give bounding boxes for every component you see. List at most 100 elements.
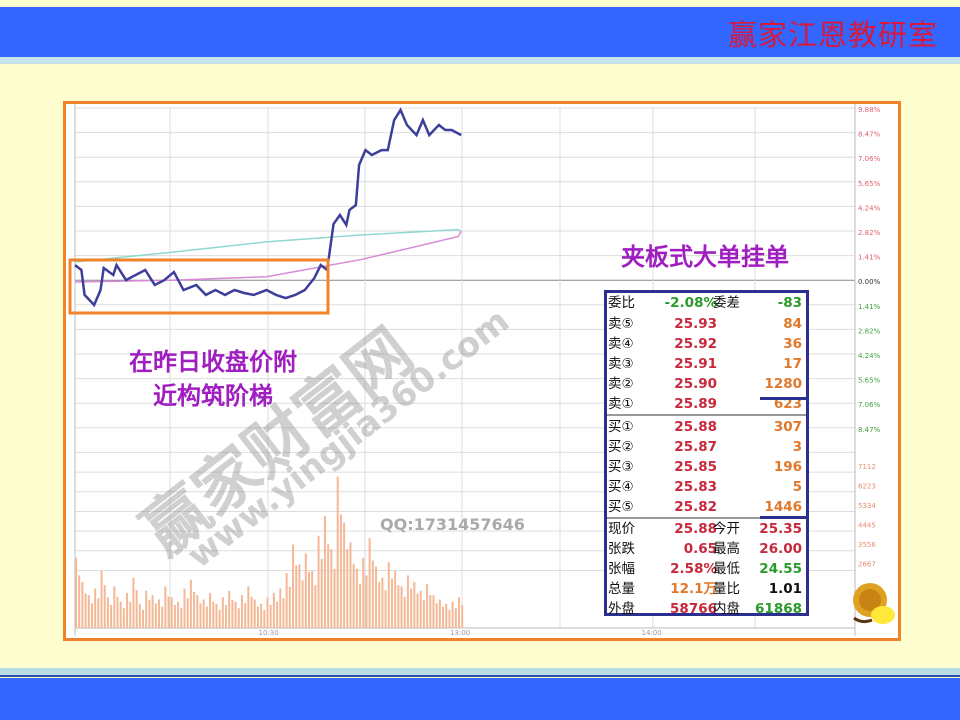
pct-tick-label: 5.65% — [858, 180, 881, 188]
volume-bar — [375, 566, 378, 628]
volume-bar — [406, 575, 409, 628]
pct-tick-label: 8.47% — [858, 131, 881, 139]
ask-row: 卖③ 25.91 17 — [607, 354, 806, 374]
pct-tick-label: 9.88% — [858, 106, 881, 114]
pct-tick-label: 2.82% — [858, 229, 881, 237]
volume-bar — [266, 597, 269, 628]
stat-label: 张幅 — [608, 561, 635, 577]
annotation-right: 夹板式大单挂单 — [621, 243, 789, 271]
footer-bar — [0, 678, 960, 720]
price-line — [74, 107, 462, 308]
time-tick-label: 13:00 — [450, 629, 470, 637]
volume-bar — [304, 553, 307, 628]
annotation-left-line2: 近构筑阶梯 — [153, 382, 273, 410]
bid-volume: 1446 — [764, 499, 802, 515]
volume-bar — [298, 564, 301, 628]
volume-bar — [435, 603, 438, 628]
volume-bar — [352, 563, 355, 628]
volume-bar — [295, 565, 298, 628]
volume-bar — [221, 597, 224, 628]
header-bar — [0, 7, 960, 57]
volume-bar — [387, 562, 390, 628]
volume-bar — [279, 588, 282, 628]
volume-bar — [250, 596, 253, 628]
bid-volume: 5 — [792, 479, 802, 495]
volume-bar — [173, 604, 176, 628]
volume-bar — [145, 590, 148, 628]
avg-line-magenta — [74, 231, 462, 283]
header-divider — [0, 57, 960, 64]
volume-bar — [394, 570, 397, 628]
volume-bar — [333, 568, 336, 628]
divider — [607, 517, 806, 519]
highlight-mark-bid — [760, 516, 808, 519]
volume-bar — [263, 609, 266, 628]
volume-bar — [256, 606, 259, 628]
volume-bar — [400, 586, 403, 628]
volume-bar — [349, 542, 352, 628]
volume-bar — [119, 601, 122, 628]
volume-bar — [276, 601, 279, 628]
ask-label: 卖② — [608, 376, 634, 392]
volume-bar — [122, 608, 125, 628]
pct-tick-label: 7.06% — [858, 401, 881, 409]
volume-bar — [343, 522, 346, 628]
volume-tick-label: 5334 — [858, 502, 876, 510]
volume-tick-label: 3556 — [858, 541, 876, 549]
volume-bar — [448, 609, 451, 628]
volume-bar — [87, 595, 90, 628]
ask-row: 卖⑤ 25.93 84 — [607, 314, 806, 334]
volume-bar — [432, 595, 435, 628]
pct-tick-label: 4.24% — [858, 352, 881, 360]
volume-bar — [75, 557, 77, 628]
ask-price: 25.89 — [674, 396, 717, 412]
stat-value2: 25.35 — [759, 521, 802, 537]
bid-label: 买⑤ — [608, 499, 634, 515]
stat-row: 总量 12.1万 量比 1.01 — [607, 579, 806, 599]
pct-tick-label: 7.06% — [858, 155, 881, 163]
stat-label2: 今开 — [713, 521, 740, 537]
order-book-panel: 委比 -2.08% 委差 -83 卖⑤ 25.93 84 卖④ 25.92 36 卖③ 25.91 17… — [604, 290, 809, 617]
ask-row: 卖④ 25.92 36 — [607, 334, 806, 354]
volume-bar — [161, 606, 164, 628]
volume-bar — [346, 549, 349, 628]
volume-bar — [103, 585, 106, 628]
volume-bar — [189, 579, 192, 628]
volume-bar — [413, 581, 416, 628]
volume-bar — [180, 608, 183, 628]
pct-tick-label: 8.47% — [858, 426, 881, 434]
stat-value2: 61868 — [755, 601, 802, 617]
volume-bar — [292, 544, 295, 628]
volume-bar — [78, 575, 81, 628]
label: 委比 — [608, 295, 635, 311]
annotation-left: 在昨日收盘价附 近构筑阶梯 — [88, 345, 338, 413]
volume-bar — [327, 544, 330, 628]
volume-bar — [320, 558, 323, 628]
label2: 委差 — [713, 295, 740, 311]
ask-row: 卖② 25.90 1280 — [607, 374, 806, 394]
stat-value: 58766 — [670, 601, 717, 617]
stat-label: 外盘 — [608, 601, 635, 617]
volume-bar — [231, 600, 234, 628]
ask-label: 卖③ — [608, 356, 634, 372]
bid-volume: 3 — [792, 439, 802, 455]
avg-line-cyan — [74, 228, 462, 263]
volume-bar — [308, 572, 310, 628]
ask-price: 25.93 — [674, 316, 717, 332]
volume-bar — [84, 593, 87, 628]
bid-price: 25.87 — [674, 439, 717, 455]
stat-label: 张跌 — [608, 541, 635, 557]
volume-bar — [113, 586, 116, 628]
bid-row: 买③ 25.85 196 — [607, 457, 806, 477]
pct-tick-label: 2.82% — [858, 327, 881, 335]
value2: -83 — [777, 295, 802, 311]
volume-bar — [451, 601, 454, 628]
volume-bar — [359, 583, 362, 628]
volume-bar — [148, 600, 151, 628]
volume-bar — [205, 606, 208, 628]
volume-bar — [323, 516, 326, 628]
volume-bar — [110, 604, 113, 628]
volume-bar — [362, 557, 365, 628]
volume-bar — [157, 599, 160, 628]
volume-bar — [368, 538, 371, 628]
